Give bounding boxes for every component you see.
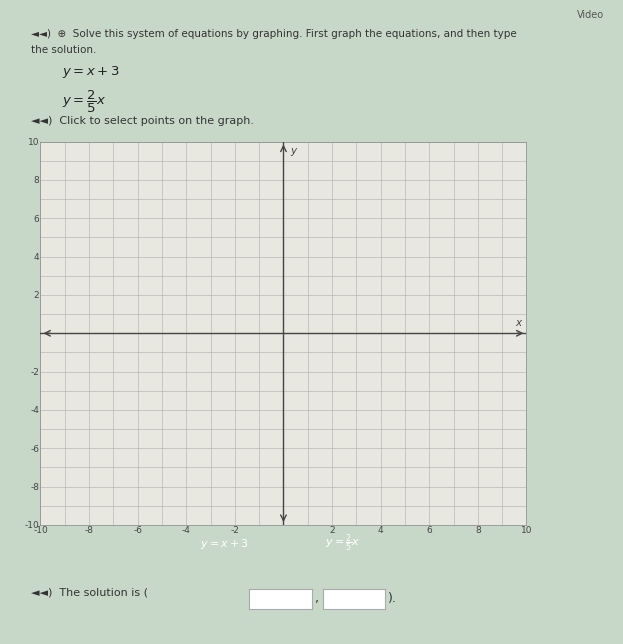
Text: ◄◄)  Click to select points on the graph.: ◄◄) Click to select points on the graph. [31,116,254,126]
Text: the solution.: the solution. [31,45,97,55]
Text: $y = \dfrac{2}{5}x$: $y = \dfrac{2}{5}x$ [62,89,107,115]
Text: $y = \frac{2}{5}x$: $y = \frac{2}{5}x$ [325,533,361,554]
Text: ,: , [315,592,318,605]
Text: ◄◄)  The solution is (: ◄◄) The solution is ( [31,587,148,598]
Text: y: y [291,146,297,155]
Text: ).: ). [388,592,397,605]
Text: $y = x + 3$: $y = x + 3$ [62,64,120,80]
Text: $y = x + 3$: $y = x + 3$ [200,536,249,551]
Text: Video: Video [577,10,604,20]
Text: x: x [515,317,521,328]
Text: ◄◄)  ⊕  Solve this system of equations by graphing. First graph the equations, a: ◄◄) ⊕ Solve this system of equations by … [31,29,517,39]
